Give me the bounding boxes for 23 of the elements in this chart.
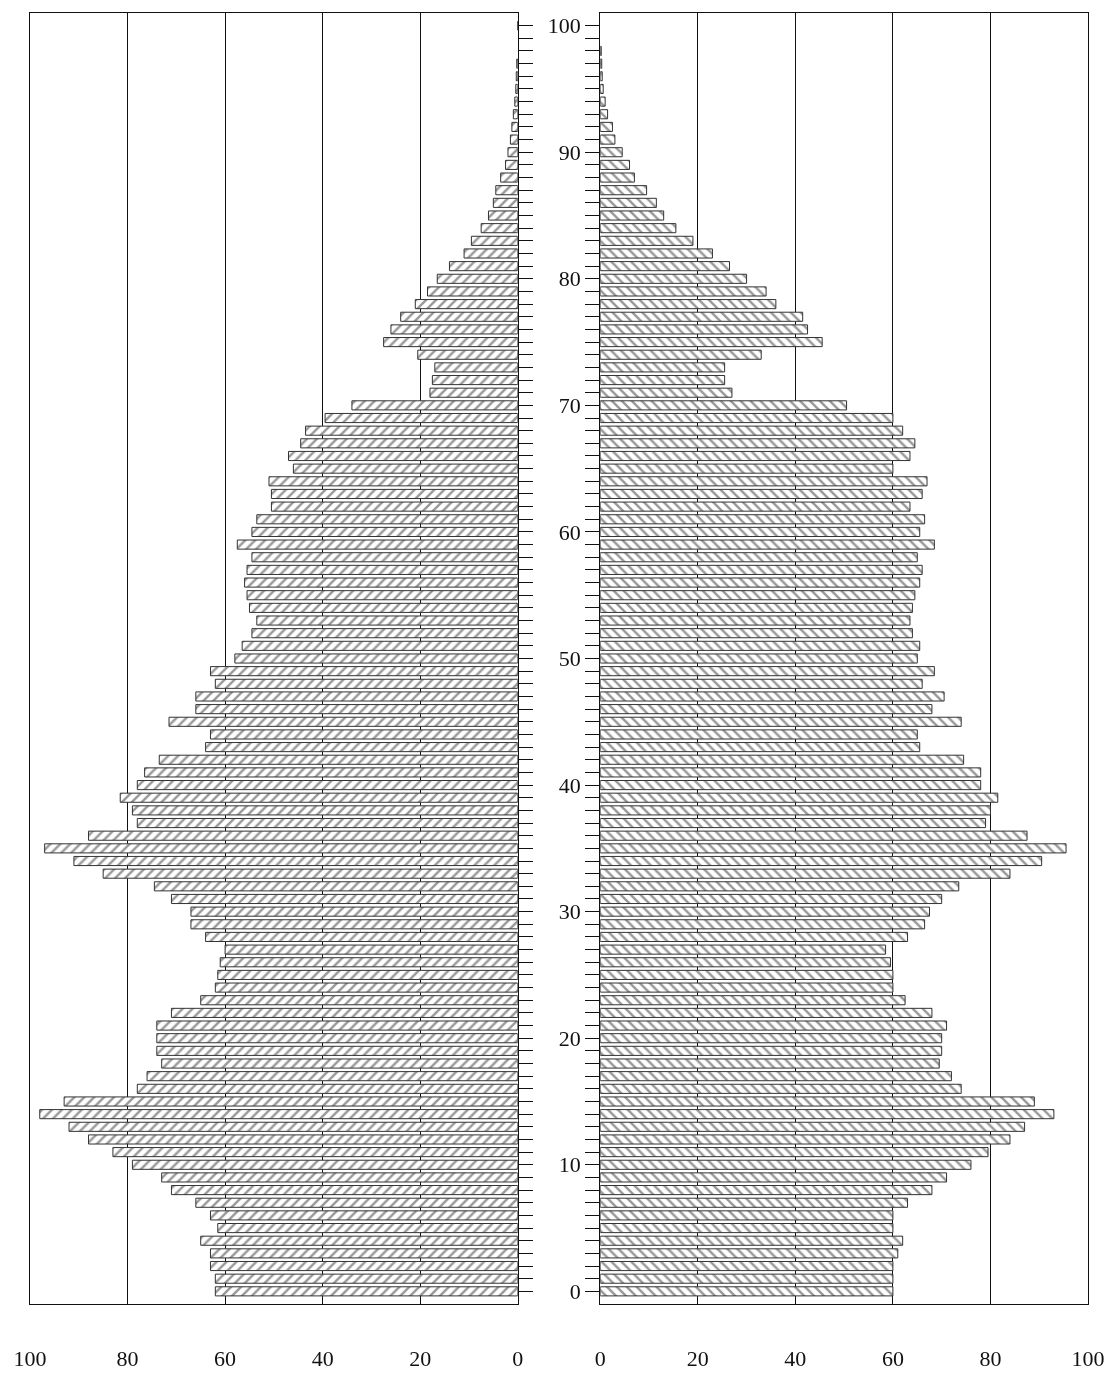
y-tick-label: 0 <box>569 1279 581 1305</box>
y-tick-label: 30 <box>558 899 581 925</box>
x-tick-label: 0 <box>594 1345 606 1371</box>
x-tick-label: 60 <box>214 1345 237 1371</box>
x-tick-label: 40 <box>311 1345 334 1371</box>
x-tick-label: 100 <box>13 1345 47 1371</box>
x-tick-label: 40 <box>784 1345 807 1371</box>
x-tick-label: 20 <box>409 1345 432 1371</box>
x-tick-label: 60 <box>881 1345 904 1371</box>
y-tick-label: 50 <box>558 646 581 672</box>
y-tick-label: 10 <box>558 1152 581 1178</box>
y-tick-label: 60 <box>558 519 581 545</box>
x-tick-label: 0 <box>512 1345 524 1371</box>
x-tick-label: 20 <box>686 1345 709 1371</box>
y-tick-label: 40 <box>558 772 581 798</box>
x-tick-label: 80 <box>116 1345 139 1371</box>
y-tick-label: 20 <box>558 1025 581 1051</box>
x-tick-label: 100 <box>1071 1345 1105 1371</box>
y-tick-label: 70 <box>558 393 581 419</box>
y-tick-label: 100 <box>547 13 581 39</box>
x-tick-label: 80 <box>979 1345 1002 1371</box>
y-tick-label: 90 <box>558 139 581 165</box>
y-tick-label: 80 <box>558 266 581 292</box>
